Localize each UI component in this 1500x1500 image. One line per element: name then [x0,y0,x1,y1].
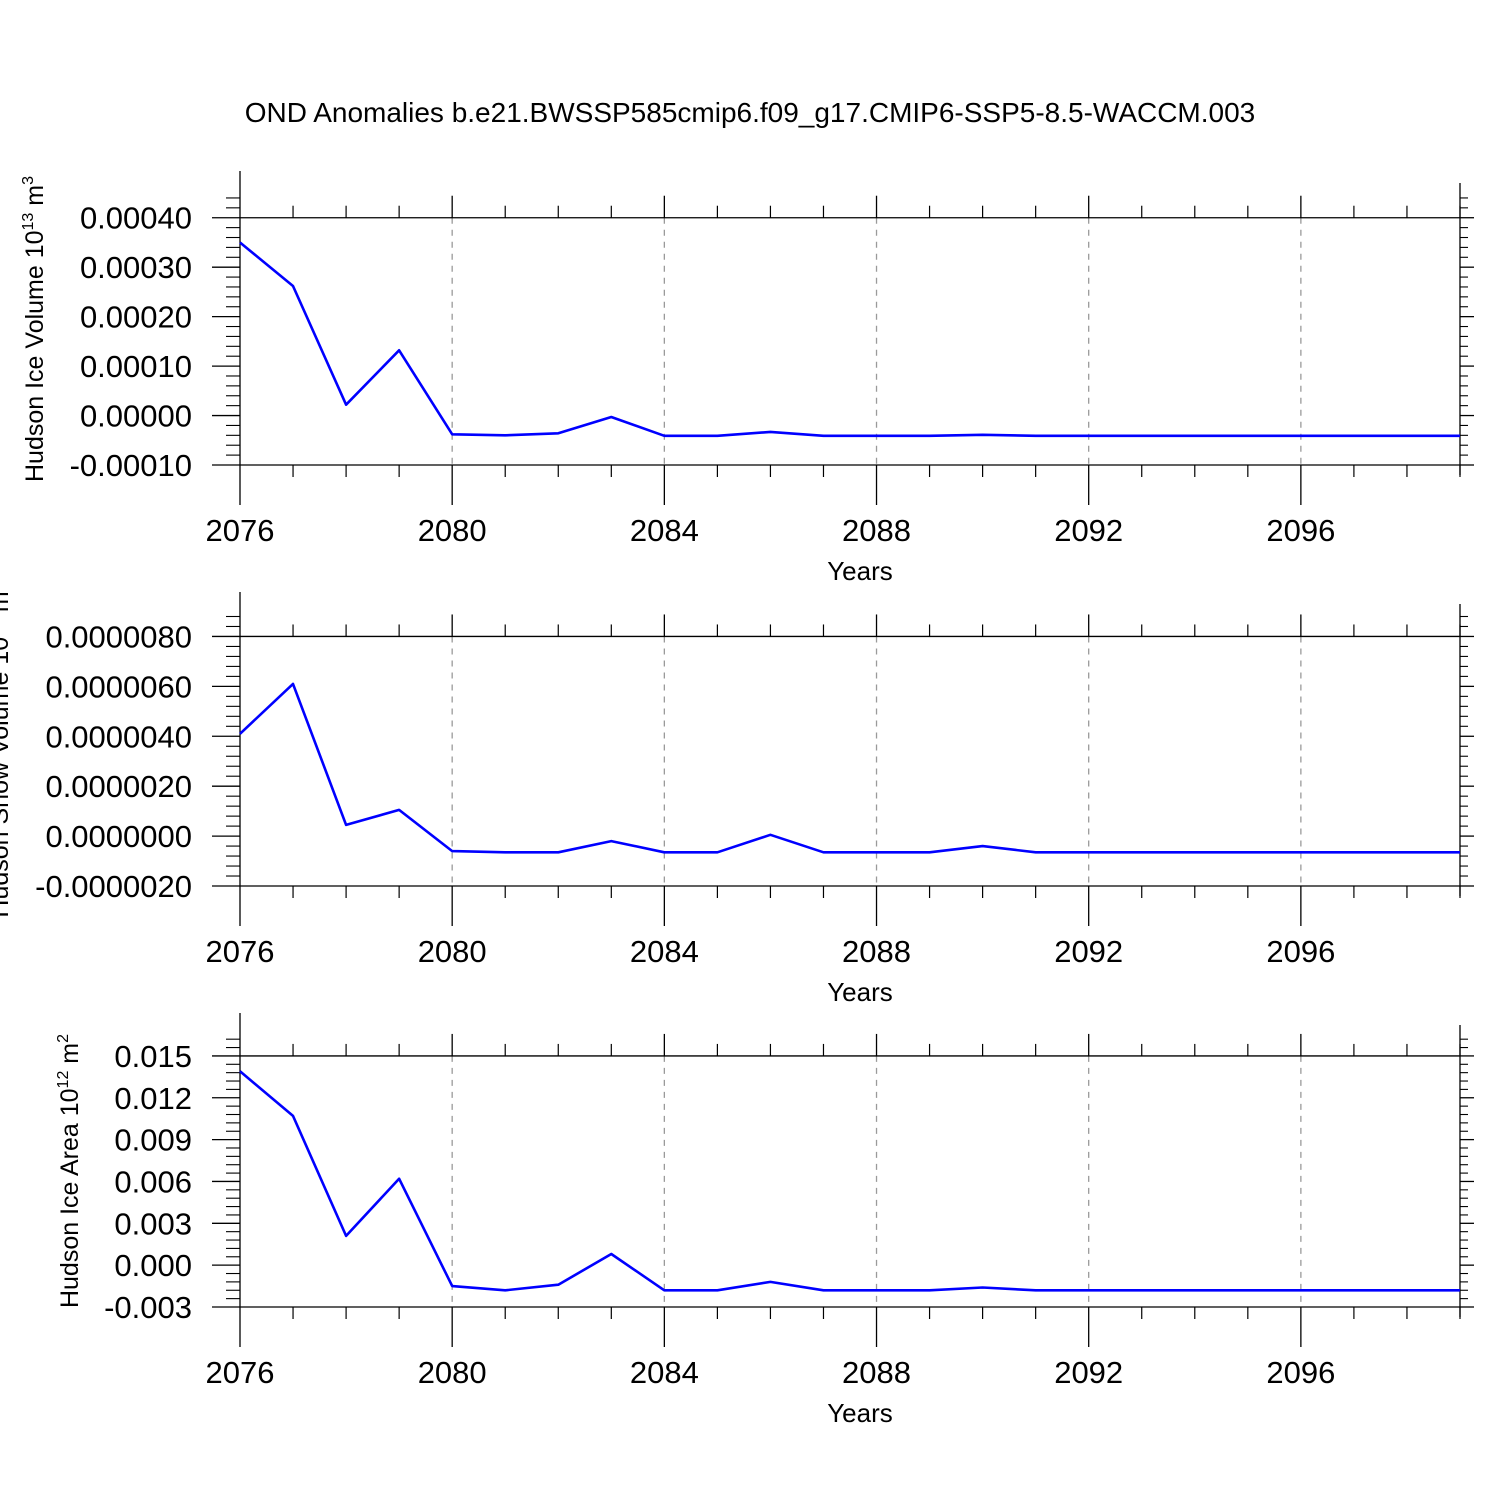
x-tick-label: 2092 [1054,513,1123,548]
x-tick-label: 2096 [1266,1355,1335,1390]
y-axis-label: Hudson Ice Area 1012 m2 [55,1034,84,1308]
x-tick-label: 2088 [842,513,911,548]
x-tick-label: 2076 [206,513,275,548]
x-tick-label: 2092 [1054,1355,1123,1390]
y-tick-label: 0.0000020 [45,769,192,804]
x-tick-label: 2084 [630,513,699,548]
y-axis-label: Hudson Snow Volume 1013 m3 [0,582,14,917]
x-tick-label: 2096 [1266,934,1335,969]
x-tick-label: 2080 [418,1355,487,1390]
x-tick-label: 2084 [630,1355,699,1390]
x-tick-label: 2080 [418,513,487,548]
panel-1: -0.00010 0.00000 0.00010 0.00020 0.00030 0.00… [20,171,1474,586]
y-tick-label: 0.015 [114,1039,192,1074]
y-tick-label: -0.003 [104,1290,192,1325]
x-tick-label: 2076 [206,934,275,969]
y-tick-label: 0.0000040 [45,719,192,754]
x-axis-label: Years [827,1398,893,1428]
x-tick-label: 2092 [1054,934,1123,969]
panels: -0.00010 0.00000 0.00010 0.00020 0.00030 0.00… [0,171,1474,1428]
x-axis-label: Years [827,556,893,586]
y-tick-label: 0.000 [114,1248,192,1283]
x-tick-label: 2088 [842,1355,911,1390]
y-tick-label: 0.00000 [80,399,192,434]
y-tick-label: 0.012 [114,1081,192,1116]
y-tick-label: 0.00020 [80,300,192,335]
y-axis-label: Hudson Ice Volume 1013 m3 [20,176,49,482]
x-axis-label: Years [827,977,893,1007]
series-line [239,682,1460,854]
series-line [239,241,1460,438]
y-tick-label: 0.006 [114,1164,192,1199]
y-tick-label: 0.0000060 [45,669,192,704]
y-tick-label: 0.003 [114,1206,192,1241]
y-tick-label: 0.00030 [80,250,192,285]
x-tick-label: 2076 [206,1355,275,1390]
y-tick-label: 0.0000080 [45,619,192,654]
x-tick-label: 2084 [630,934,699,969]
panel-3: -0.003 0.000 0.003 0.006 0.009 0.012 0.015 2076… [55,1013,1474,1428]
figure-title: OND Anomalies b.e21.BWSSP585cmip6.f09_g1… [245,97,1256,128]
x-tick-label: 2080 [418,934,487,969]
x-tick-label: 2088 [842,934,911,969]
series-line [239,1070,1460,1292]
y-tick-label: -0.0000020 [35,869,192,904]
y-tick-label: 0.009 [114,1123,192,1158]
x-tick-label: 2096 [1266,513,1335,548]
y-tick-label: 0.0000000 [45,819,192,854]
panel-2: -0.0000020 0.0000000 0.0000020 0.0000040 0.0… [0,582,1474,1007]
y-tick-label: -0.00010 [70,448,192,483]
y-tick-label: 0.00010 [80,349,192,384]
y-tick-label: 0.00040 [80,201,192,236]
